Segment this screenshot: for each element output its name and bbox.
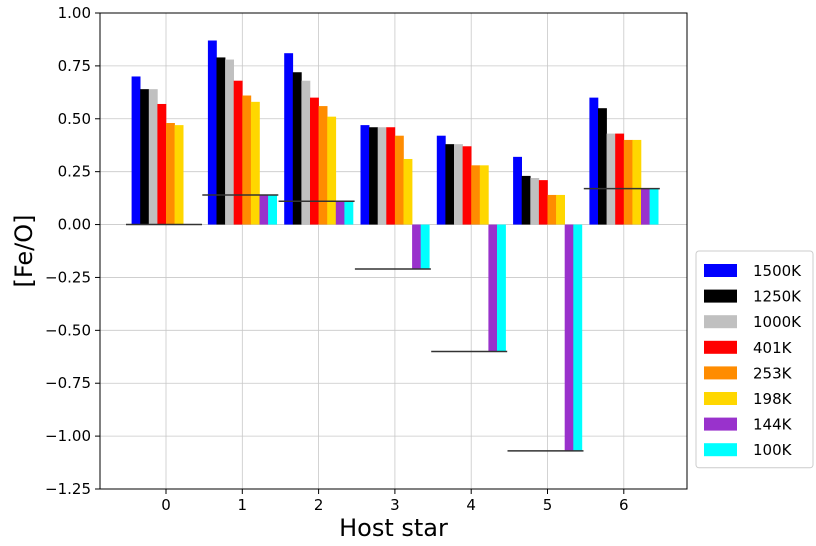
bar-100K-star-3 <box>420 224 430 269</box>
legend-swatch-1000K <box>704 315 737 329</box>
x-axis-ticks: 0 1 2 3 4 5 6 <box>161 489 629 514</box>
bar-401K-star-6 <box>615 133 625 225</box>
bar-1500K-star-4 <box>436 135 446 225</box>
x-tick-label: 1 <box>238 496 248 514</box>
x-tick-label: 3 <box>390 496 400 514</box>
bars <box>131 40 659 451</box>
bar-401K-star-3 <box>386 127 396 225</box>
bar-1250K-star-6 <box>598 108 607 225</box>
bar-401K-star-5 <box>538 180 548 225</box>
bar-144K-star-6 <box>641 188 650 225</box>
legend-swatch-198K <box>704 392 737 405</box>
bar-144K-star-2 <box>335 201 345 225</box>
bar-253K-star-5 <box>547 194 557 225</box>
bar-1250K-star-3 <box>369 127 378 225</box>
bar-253K-star-1 <box>242 95 252 225</box>
bar-1000K-star-1 <box>225 59 234 225</box>
bar-144K-star-5 <box>564 224 574 451</box>
bar-1250K-star-2 <box>292 72 302 225</box>
bar-401K-star-4 <box>462 146 472 225</box>
bar-198K-star-6 <box>632 139 642 225</box>
y-tick-label: 0.75 <box>58 57 91 75</box>
y-tick-label: −0.50 <box>45 321 91 339</box>
reference-lines <box>126 187 660 452</box>
bar-1250K-star-0 <box>140 89 150 225</box>
bar-100K-star-1 <box>268 194 277 225</box>
bar-1250K-star-1 <box>216 57 226 225</box>
legend-label: 1000K <box>753 313 802 331</box>
bar-1000K-star-3 <box>377 127 387 225</box>
x-axis-title: Host star <box>339 514 448 542</box>
bar-401K-star-2 <box>310 97 319 225</box>
legend-swatch-1250K <box>704 289 737 303</box>
legend-swatch-100K <box>704 443 737 457</box>
bar-144K-star-4 <box>488 224 498 352</box>
bar-1000K-star-6 <box>606 133 616 225</box>
bar-198K-star-5 <box>556 194 565 225</box>
y-tick-label: −0.75 <box>45 374 91 392</box>
x-tick-label: 2 <box>314 496 324 514</box>
legend-swatch-253K <box>704 366 737 380</box>
bar-401K-star-0 <box>157 103 167 225</box>
legend-swatch-1500K <box>704 264 737 277</box>
y-tick-label: 0.00 <box>58 216 91 234</box>
bar-1500K-star-2 <box>284 53 294 225</box>
bar-100K-star-5 <box>573 224 583 451</box>
x-tick-label: 0 <box>161 496 171 514</box>
bar-100K-star-2 <box>344 201 354 225</box>
bar-100K-star-6 <box>649 188 659 225</box>
x-tick-label: 5 <box>543 496 553 514</box>
grid <box>100 12 687 490</box>
bar-100K-star-4 <box>497 224 506 352</box>
y-tick-label: −1.00 <box>45 427 91 445</box>
legend-label: 198K <box>753 390 793 408</box>
legend: 1500K 1250K 1000K 401K 253K 198K 144K 100K <box>695 250 814 469</box>
y-tick-label: −1.25 <box>45 480 91 498</box>
bar-198K-star-0 <box>174 125 184 225</box>
bar-253K-star-4 <box>471 165 481 225</box>
bar-253K-star-6 <box>623 139 633 225</box>
legend-label: 253K <box>753 364 793 382</box>
bar-198K-star-4 <box>479 165 489 225</box>
bar-1000K-star-2 <box>301 80 311 225</box>
bar-253K-star-2 <box>318 106 328 225</box>
bar-1500K-star-6 <box>589 97 599 225</box>
legend-swatch-401K <box>704 340 737 354</box>
bar-253K-star-3 <box>394 135 404 225</box>
bar-198K-star-1 <box>250 101 260 225</box>
bar-1500K-star-5 <box>513 156 522 225</box>
legend-label: 1500K <box>753 262 802 280</box>
plot-frame <box>99 12 688 490</box>
bar-1000K-star-4 <box>454 144 463 225</box>
y-tick-label: 0.25 <box>58 163 91 181</box>
legend-label: 100K <box>753 441 793 459</box>
bar-198K-star-2 <box>327 116 337 225</box>
bar-1000K-star-5 <box>530 178 540 225</box>
y-axis-title: [Fe/O] <box>10 215 38 288</box>
legend-label: 401K <box>753 339 793 357</box>
bar-1500K-star-0 <box>131 76 141 225</box>
x-tick-label: 4 <box>466 496 476 514</box>
y-tick-label: −0.25 <box>45 268 91 286</box>
bar-1500K-star-1 <box>207 40 217 225</box>
bar-401K-star-1 <box>233 80 243 225</box>
bar-1000K-star-0 <box>148 89 158 225</box>
legend-swatch-144K <box>704 417 737 431</box>
x-tick-label: 6 <box>619 496 629 514</box>
bar-144K-star-1 <box>259 194 269 225</box>
bar-1250K-star-4 <box>445 144 455 225</box>
y-axis-ticks: 1.00 0.75 0.50 0.25 0.00 −0.25 −0.50 −0.75 −1.00… <box>45 4 100 498</box>
y-tick-label: 1.00 <box>58 4 91 22</box>
legend-label: 144K <box>753 416 793 434</box>
bar-144K-star-3 <box>412 224 421 269</box>
legend-label: 1250K <box>753 288 802 306</box>
bar-1250K-star-5 <box>521 175 531 225</box>
legend-box <box>695 250 814 469</box>
bar-198K-star-3 <box>403 158 413 225</box>
y-tick-label: 0.50 <box>58 110 91 128</box>
bar-253K-star-0 <box>166 123 175 225</box>
bar-1500K-star-3 <box>360 125 370 225</box>
